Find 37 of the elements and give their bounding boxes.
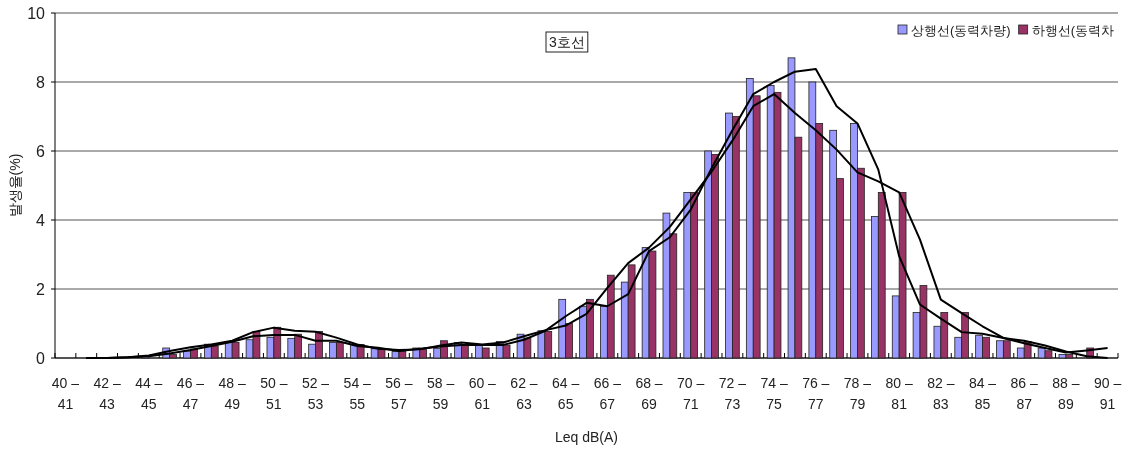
x-tick-label: 72 – 73 xyxy=(718,375,747,412)
x-tick-label: 44 – 45 xyxy=(135,375,163,412)
x-tick-label: 74 – 75 xyxy=(760,375,788,412)
x-tick-label: 50 – 51 xyxy=(260,375,288,412)
x-tick-label: 56 – 57 xyxy=(385,375,413,412)
x-tick-label: 88 – 89 xyxy=(1052,375,1080,412)
y-axis-title: 발생율(%) xyxy=(7,153,23,218)
x-tick-label: 62 – 63 xyxy=(510,375,538,412)
x-tick-label: 80 – 81 xyxy=(885,375,913,412)
x-tick-label: 82 – 83 xyxy=(927,375,955,412)
x-tick-label: 78 – 79 xyxy=(843,375,872,412)
legend-label: 하행선(동력차 xyxy=(1031,23,1114,38)
annotation: 3호선 xyxy=(549,34,585,50)
y-tick-label: 8 xyxy=(36,74,46,91)
x-tick-label: 48 – 49 xyxy=(218,375,246,412)
y-tick-label: 4 xyxy=(36,212,46,229)
x-tick-label: 90 – 91 xyxy=(1093,375,1122,412)
x-tick-label: 84 – 85 xyxy=(968,375,997,412)
y-tick-label: 2 xyxy=(36,281,46,298)
x-axis-title: Leq dB(A) xyxy=(554,429,619,445)
x-tick-label: 60 – 61 xyxy=(468,375,497,412)
x-tick-label: 42 – 43 xyxy=(93,375,121,412)
x-tick-label: 58 – 59 xyxy=(426,375,455,412)
x-tick-label: 52 – 53 xyxy=(301,375,330,412)
y-tick-label: 0 xyxy=(36,350,46,367)
x-tick-label: 86 – 87 xyxy=(1010,375,1039,412)
x-tick-label: 68 – 69 xyxy=(635,375,663,412)
y-tick-label: 10 xyxy=(27,5,46,22)
x-tick-label: 40 – 41 xyxy=(51,375,80,412)
legend-label: 상행선(동력차량) xyxy=(910,23,1011,38)
x-tick-label: 46 – 47 xyxy=(176,375,205,412)
x-tick-label: 54 – 55 xyxy=(343,375,372,412)
x-tick-label: 70 – 71 xyxy=(677,375,705,412)
x-tick-label: 66 – 67 xyxy=(593,375,622,412)
x-tick-label: 76 – 77 xyxy=(802,375,830,412)
x-tick-label: 64 – 65 xyxy=(552,375,580,412)
y-tick-label: 6 xyxy=(36,143,46,160)
